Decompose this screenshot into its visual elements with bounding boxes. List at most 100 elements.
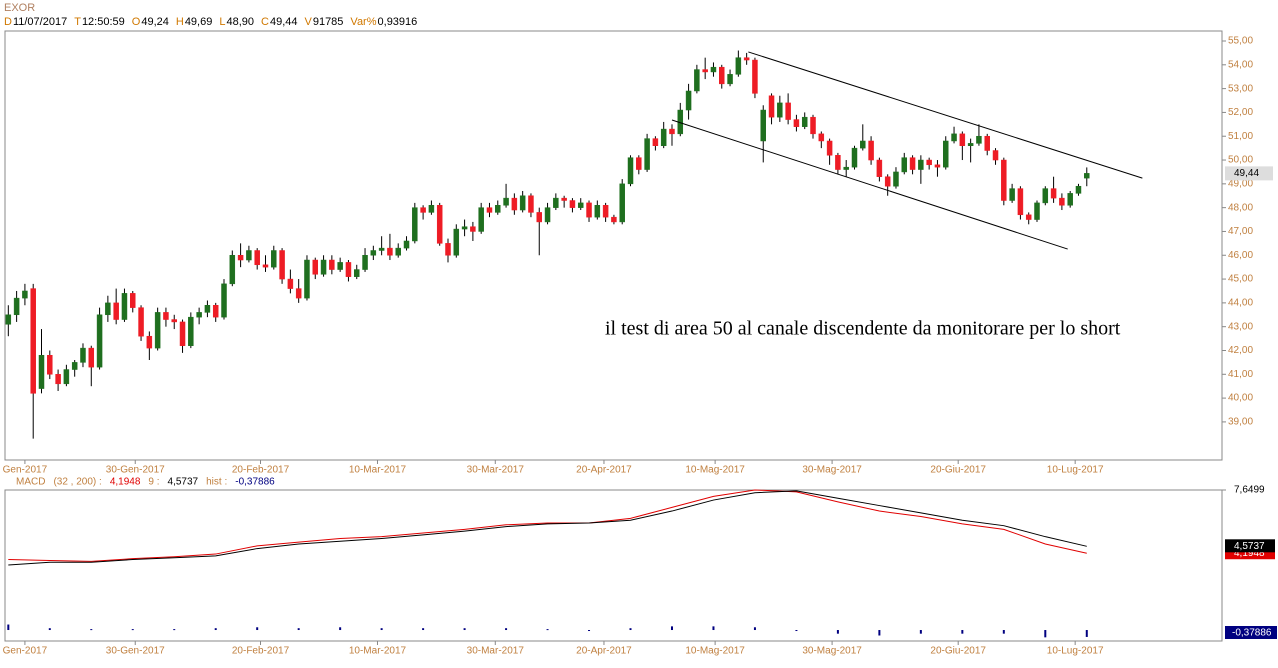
header-value: 12:50:59 — [82, 16, 125, 28]
x-tick-label: 30-Gen-2017 — [106, 646, 165, 657]
candle-body — [959, 133, 966, 146]
candle-body — [436, 205, 443, 244]
hist-bar — [173, 629, 176, 631]
hist-bar — [712, 626, 715, 631]
last-price-label: 49,44 — [1234, 168, 1259, 179]
candle-body — [428, 205, 435, 213]
header-value: 0,93916 — [378, 16, 418, 28]
candle-body — [445, 243, 451, 256]
candle-body — [826, 140, 833, 156]
y-tick-label: 42,00 — [1228, 345, 1253, 356]
x-tick-label: 10-Lug-2017 — [1047, 646, 1104, 657]
candle-body — [793, 119, 800, 127]
x-tick-label: 30-Mag-2017 — [802, 646, 862, 657]
y-tick-label: 47,00 — [1228, 226, 1253, 237]
header-key: Var% — [350, 16, 376, 28]
hist-bar — [48, 628, 51, 631]
candle-body — [1067, 193, 1073, 206]
hist-bar — [588, 630, 591, 632]
candle-body — [121, 293, 128, 320]
candle-body — [909, 157, 916, 170]
candle-body — [810, 116, 816, 135]
hist-bar — [131, 629, 134, 631]
candle-body — [511, 197, 518, 211]
last-value-box — [1225, 539, 1275, 553]
candle-body — [495, 205, 501, 213]
hist-bar — [629, 628, 632, 631]
candle-body — [287, 278, 294, 289]
candle-body — [553, 197, 559, 208]
x-tick-label: 20-Feb-2017 — [232, 646, 290, 657]
x-tick-label: 10-Lug-2017 — [1047, 465, 1104, 476]
x-tick-label: 10-Mar-2017 — [349, 646, 407, 657]
y-tick-label: 50,00 — [1228, 155, 1253, 166]
candle-body — [163, 312, 169, 320]
candle-body — [702, 69, 708, 73]
candle-body — [320, 259, 327, 275]
candle-body — [80, 347, 86, 363]
candle-body — [362, 255, 368, 270]
candle-body — [719, 66, 725, 85]
hist-bar — [878, 630, 881, 636]
header-value: 49,24 — [141, 16, 169, 28]
candle-body — [934, 164, 941, 168]
trendline — [748, 51, 1143, 179]
candle-body — [536, 212, 543, 223]
candle-body — [470, 226, 476, 232]
candle-body — [1017, 188, 1024, 216]
candle-body — [229, 255, 236, 285]
candle-body — [843, 166, 849, 170]
candle-body — [694, 69, 700, 92]
candle-body — [976, 135, 982, 144]
candle-body — [1025, 214, 1032, 220]
candle-body — [212, 305, 219, 318]
x-tick-label: 20-Feb-2017 — [232, 465, 290, 476]
candle-body — [22, 290, 28, 299]
candle-body — [1084, 173, 1090, 179]
last-price-box — [1225, 166, 1273, 181]
hist-bar — [919, 630, 922, 634]
last-hist-label: -0,37886 — [1232, 628, 1272, 639]
x-tick-label: 30-Gen-2017 — [106, 465, 165, 476]
candle-body — [179, 321, 186, 346]
candle-body — [918, 159, 924, 170]
hist-bar — [339, 627, 342, 631]
candle-body — [88, 347, 95, 368]
candle-body — [528, 195, 534, 213]
hist-bar — [546, 629, 549, 631]
candle-body — [644, 138, 650, 170]
hist-bar — [753, 627, 756, 631]
y-tick-label: 52,00 — [1228, 107, 1253, 118]
candle-body — [171, 319, 177, 323]
candle-body — [246, 250, 252, 261]
candle-body — [412, 207, 418, 242]
candle-body — [262, 264, 269, 268]
candle-body — [652, 138, 659, 146]
legend-name: (32 , 200) : — [53, 477, 101, 488]
candle-body — [312, 259, 319, 275]
candle-body — [868, 140, 874, 161]
last-value-label: 4,1948 — [1234, 548, 1265, 559]
candle-body — [38, 354, 45, 389]
hist-bar — [256, 627, 259, 631]
header-value: 11/07/2017 — [13, 16, 67, 28]
candle-body — [5, 314, 12, 325]
candle-body — [221, 283, 227, 318]
candle-body — [544, 207, 551, 223]
candle-body — [71, 362, 78, 370]
candle-body — [353, 269, 360, 277]
hist-bar — [505, 628, 508, 631]
candle-body — [130, 293, 136, 308]
candle-body — [1059, 197, 1065, 206]
candle-body — [30, 288, 36, 394]
y-tick-label: 45,00 — [1228, 274, 1253, 285]
y-tick-label: 40,00 — [1228, 393, 1253, 404]
candle-body — [611, 216, 617, 223]
candle-body — [378, 247, 385, 251]
hist-bar — [836, 630, 839, 634]
candle-body — [403, 240, 410, 249]
candle-body — [627, 157, 634, 185]
candle-body — [453, 228, 460, 256]
macd-panel — [4, 489, 1223, 642]
hist-bar — [795, 630, 798, 632]
